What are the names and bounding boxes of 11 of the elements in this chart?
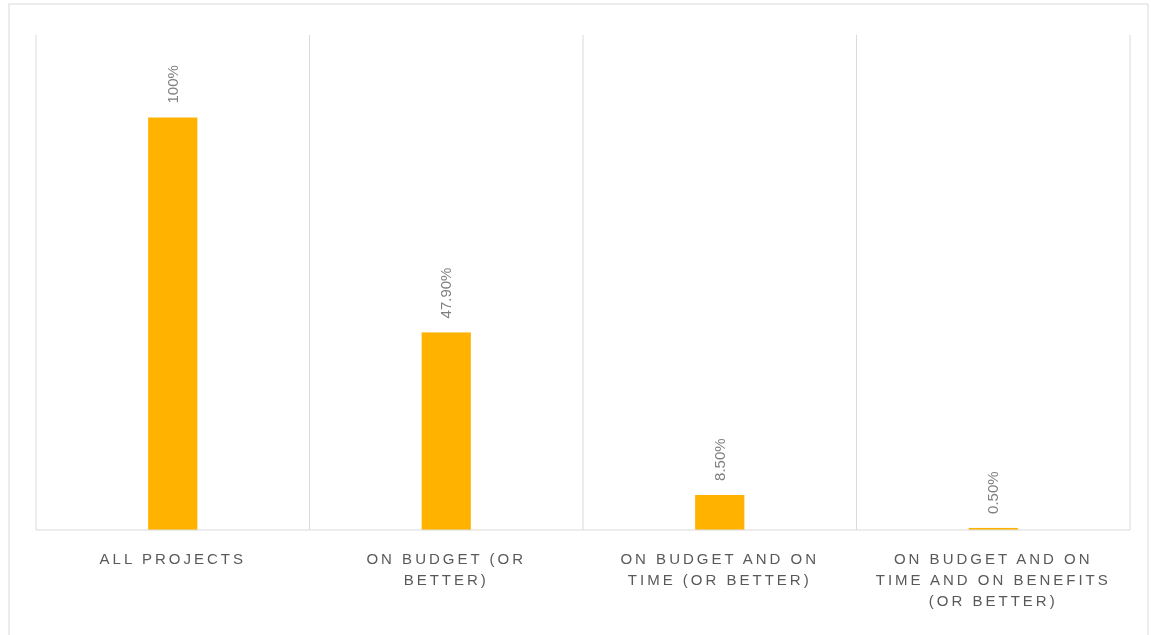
x-tick-label: ON BUDGET AND ON TIME (OR BETTER) xyxy=(620,550,820,588)
x-tick-label: ALL PROJECTS xyxy=(99,550,246,567)
data-label: 8.50% xyxy=(710,438,728,481)
x-tick-label: ON BUDGET (OR BETTER) xyxy=(366,550,527,588)
bar xyxy=(421,332,471,530)
bar xyxy=(695,494,745,530)
x-tick-label: ON BUDGET AND ON TIME AND ON BENEFITS (OR BETTER) xyxy=(875,550,1111,609)
data-label: 0.50% xyxy=(984,471,1002,514)
data-label: 100% xyxy=(163,65,181,104)
bar xyxy=(148,117,198,530)
data-label: 47.90% xyxy=(437,267,455,319)
